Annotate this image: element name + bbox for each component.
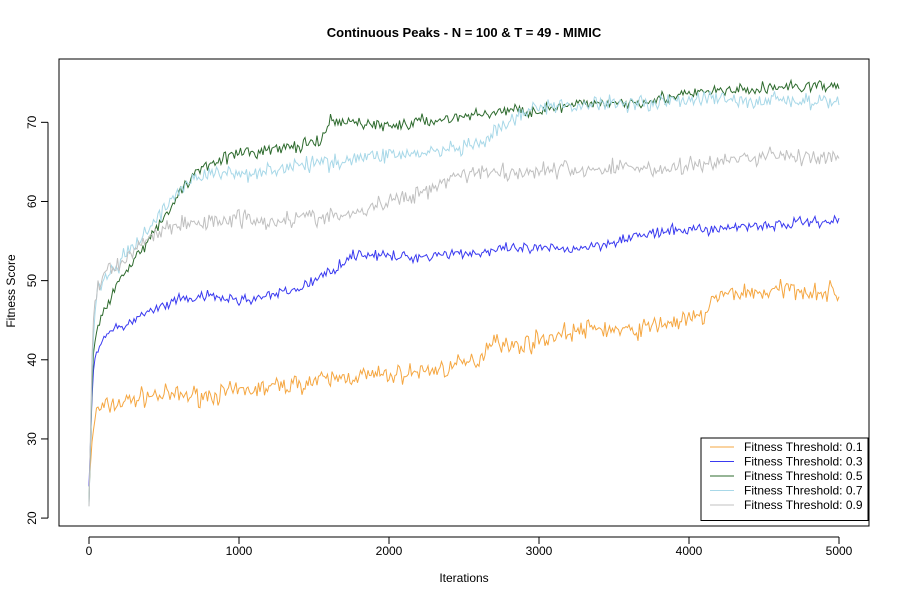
chart-title: Continuous Peaks - N = 100 & T = 49 - MI… — [327, 25, 602, 40]
legend-label: Fitness Threshold: 0.5 — [744, 469, 863, 483]
plot-frame — [58, 58, 870, 527]
legend-label: Fitness Threshold: 0.7 — [744, 484, 863, 498]
series-line-1 — [88, 279, 840, 487]
legend-box — [700, 437, 869, 521]
series-layer — [88, 78, 840, 507]
series-line-2 — [88, 214, 840, 487]
y-tick-label: 60 — [25, 194, 39, 208]
x-tick-label: 2000 — [376, 544, 403, 558]
x-tick-label: 3000 — [526, 544, 553, 558]
y-tick-label: 20 — [25, 511, 39, 525]
series-line-5 — [88, 146, 840, 507]
x-tick-label: 5000 — [826, 544, 853, 558]
x-axis-label: Iterations — [439, 571, 488, 585]
legend-label: Fitness Threshold: 0.9 — [744, 498, 863, 512]
x-tick-label: 0 — [86, 544, 93, 558]
series-line-3 — [88, 78, 840, 503]
legend-label: Fitness Threshold: 0.1 — [744, 440, 863, 454]
y-tick-label: 30 — [25, 432, 39, 446]
y-tick-label: 50 — [25, 274, 39, 288]
y-tick-label: 40 — [25, 353, 39, 367]
x-axis: 0 1000 2000 3000 4000 5000 — [86, 536, 853, 558]
y-axis: 20 30 40 50 60 70 — [25, 115, 49, 525]
legend-label: Fitness Threshold: 0.3 — [744, 455, 863, 469]
x-tick-label: 1000 — [226, 544, 253, 558]
series-line-4 — [88, 91, 840, 507]
y-axis-label: Fitness Score — [4, 254, 18, 328]
y-tick-label: 70 — [25, 115, 39, 129]
x-tick-label: 4000 — [676, 544, 703, 558]
